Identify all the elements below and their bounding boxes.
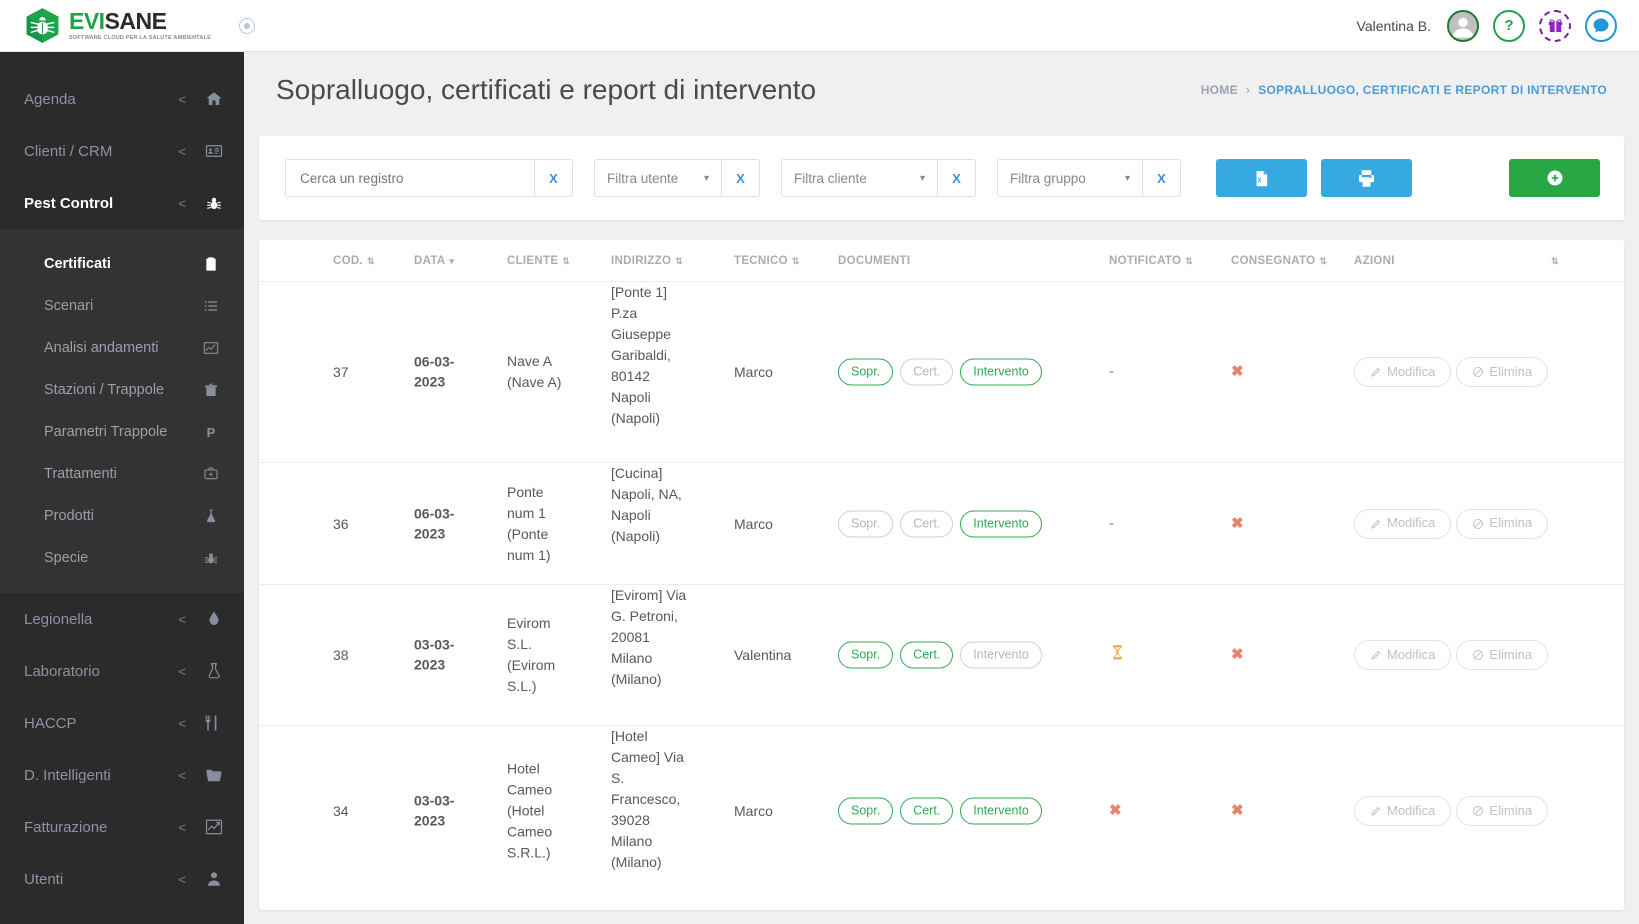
svg-text:X: X bbox=[1257, 178, 1261, 184]
